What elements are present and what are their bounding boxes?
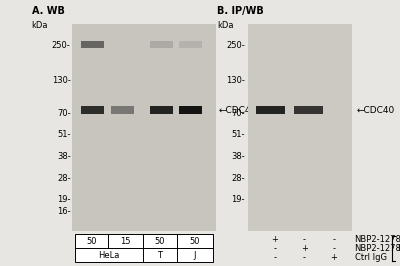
Bar — [294, 106, 323, 114]
Bar — [81, 106, 104, 114]
Bar — [111, 106, 134, 114]
Text: 16-: 16- — [57, 207, 70, 216]
Text: 19-: 19- — [231, 195, 245, 204]
Text: 70-: 70- — [231, 109, 245, 118]
Text: -: - — [273, 244, 276, 253]
Text: 19-: 19- — [57, 195, 70, 204]
Text: J: J — [194, 251, 196, 260]
Text: kDa: kDa — [32, 21, 48, 30]
Text: -: - — [332, 244, 335, 253]
Text: 51-: 51- — [57, 130, 70, 139]
Text: 51-: 51- — [231, 130, 245, 139]
Text: 28-: 28- — [57, 174, 70, 183]
Bar — [178, 40, 202, 48]
Text: 50: 50 — [86, 236, 97, 246]
Text: ←CDC40: ←CDC40 — [219, 106, 257, 115]
Text: 15: 15 — [120, 236, 130, 246]
Text: kDa: kDa — [217, 21, 233, 30]
Bar — [150, 40, 173, 48]
Text: 50: 50 — [190, 236, 200, 246]
Text: T: T — [157, 251, 162, 260]
Text: -: - — [332, 235, 335, 244]
Bar — [150, 106, 173, 114]
Text: 50: 50 — [154, 236, 165, 246]
Text: 250-: 250- — [52, 41, 70, 50]
Text: 130-: 130- — [52, 77, 70, 85]
Text: 130-: 130- — [226, 77, 245, 85]
Text: +: + — [271, 235, 278, 244]
Text: HeLa: HeLa — [98, 251, 120, 260]
Text: ←CDC40: ←CDC40 — [356, 106, 394, 115]
Text: 28-: 28- — [231, 174, 245, 183]
Text: Ctrl IgG: Ctrl IgG — [354, 253, 386, 262]
Text: 38-: 38- — [231, 152, 245, 161]
Text: -: - — [303, 235, 306, 244]
Text: B. IP/WB: B. IP/WB — [217, 6, 264, 16]
Text: 38-: 38- — [57, 152, 70, 161]
Text: 250-: 250- — [226, 41, 245, 50]
Text: NBP2-12781: NBP2-12781 — [354, 244, 400, 253]
Text: -: - — [303, 253, 306, 262]
Bar — [75, 234, 213, 262]
Bar — [81, 40, 104, 48]
Text: A. WB: A. WB — [32, 6, 64, 16]
Text: IP: IP — [398, 244, 400, 253]
Text: NBP2-12780: NBP2-12780 — [354, 235, 400, 244]
Text: 70-: 70- — [57, 109, 70, 118]
Bar — [256, 106, 286, 114]
Bar — [178, 106, 202, 114]
Text: +: + — [330, 253, 337, 262]
Text: +: + — [301, 244, 308, 253]
Text: -: - — [273, 253, 276, 262]
